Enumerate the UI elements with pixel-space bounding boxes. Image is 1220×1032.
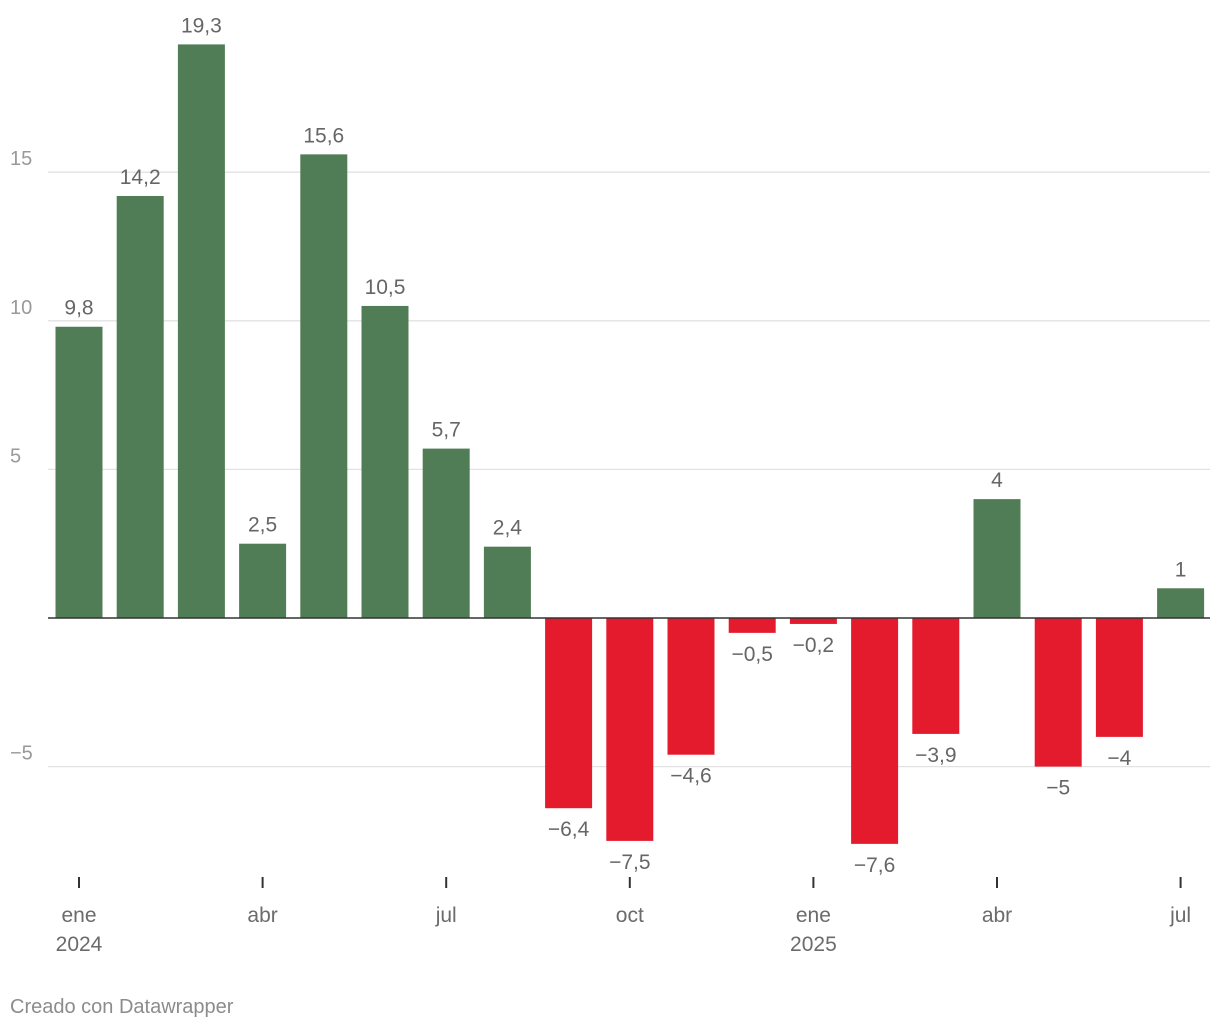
bar-value-label: −3,9 — [915, 744, 956, 767]
bar — [361, 305, 409, 618]
bar — [116, 195, 164, 618]
bar-value-label: −7,6 — [854, 854, 895, 877]
bar-value-label: 5,7 — [432, 419, 461, 442]
bar-value-label: −4 — [1107, 747, 1131, 770]
bar-value-label: −0,5 — [731, 643, 772, 666]
bar — [483, 546, 531, 618]
bar-value-label: 4 — [991, 469, 1003, 492]
x-tick-year-label: 2025 — [790, 933, 837, 956]
bar — [177, 44, 225, 619]
x-tick-label: ene — [61, 904, 96, 927]
bar-value-label: −7,5 — [609, 851, 650, 874]
y-tick-label: −5 — [10, 743, 33, 765]
credit-text: Creado con Datawrapper — [10, 996, 234, 1018]
bar — [973, 499, 1021, 618]
bar-value-label: −5 — [1046, 777, 1070, 800]
bar — [667, 618, 715, 755]
x-tick-label: jul — [1169, 904, 1191, 927]
x-tick-label: ene — [796, 904, 831, 927]
bar-value-label: 15,6 — [303, 124, 344, 147]
bar — [55, 326, 103, 618]
bar — [300, 154, 348, 619]
bar — [789, 618, 837, 624]
bar-value-label: 2,5 — [248, 514, 277, 537]
bar — [1095, 618, 1143, 737]
y-tick-label: 5 — [10, 445, 21, 467]
bar — [239, 543, 287, 618]
bar-value-label: 19,3 — [181, 14, 222, 37]
bar-value-label: −6,4 — [548, 818, 590, 841]
x-tick-year-label: 2024 — [56, 933, 103, 956]
bar-value-label: 2,4 — [493, 517, 523, 540]
bar-value-label: 9,8 — [64, 297, 93, 320]
bar — [1157, 588, 1205, 618]
bar — [606, 618, 654, 841]
bar-value-label: −0,2 — [793, 634, 834, 657]
bar-value-label: −4,6 — [670, 765, 711, 788]
x-tick-label: oct — [616, 904, 644, 927]
bar-value-label: 1 — [1175, 558, 1187, 581]
bar-chart: −5510159,814,219,32,515,610,55,72,4−6,4−… — [10, 14, 1210, 956]
bar — [1034, 618, 1082, 767]
bar-value-label: 14,2 — [120, 166, 161, 189]
bar — [728, 618, 776, 633]
x-tick-label: abr — [247, 904, 277, 927]
y-tick-label: 15 — [10, 148, 32, 170]
bar — [851, 618, 899, 844]
x-tick-label: jul — [435, 904, 457, 927]
y-tick-label: 10 — [10, 297, 32, 319]
bar — [422, 448, 470, 618]
bar-value-label: 10,5 — [365, 276, 406, 299]
x-tick-label: abr — [982, 904, 1012, 927]
bar — [545, 618, 593, 809]
bar — [912, 618, 960, 734]
